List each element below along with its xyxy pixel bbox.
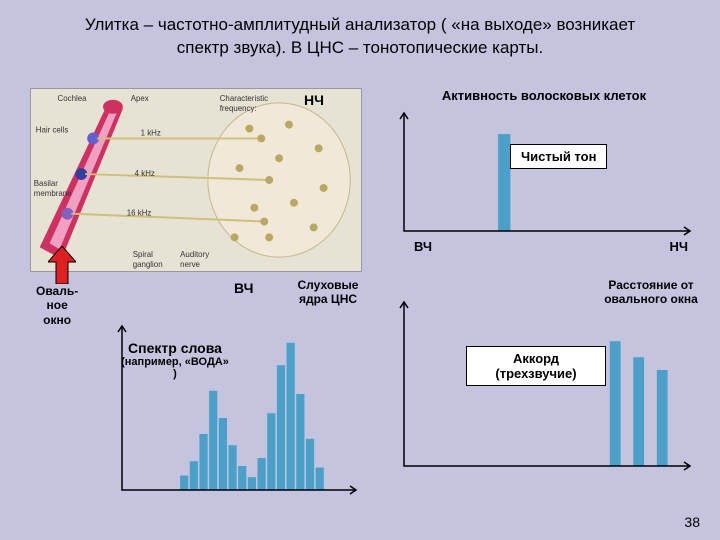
lbl-charfreq: Characteristic: [220, 94, 268, 103]
svg-text:ganglion: ganglion: [133, 260, 163, 269]
tone-box-label: Чистый тон: [510, 144, 607, 169]
oval-window-label: Оваль-ноеокно: [36, 284, 78, 327]
svg-text:membrane: membrane: [34, 189, 72, 198]
red-arrow-icon: [48, 246, 76, 284]
cochlea-diagram: Cochlea Apex Characteristic frequency: H…: [30, 88, 362, 272]
spectrum-caption: Спектр слова (например, «ВОДА» ): [120, 340, 230, 380]
lbl-f4: 4 kHz: [135, 169, 155, 178]
page-number: 38: [684, 514, 700, 530]
svg-text:nerve: nerve: [180, 260, 200, 269]
chord-box-label: Аккорд (трехзвучие): [466, 346, 606, 386]
lbl-cochlea: Cochlea: [58, 94, 88, 103]
nch-label: НЧ: [304, 92, 324, 108]
slukh-label: Слуховые ядра ЦНС: [284, 278, 372, 307]
page-title: Улитка – частотно-амплитудный анализатор…: [0, 0, 720, 68]
svg-text:Basilar: Basilar: [34, 179, 59, 188]
svg-text:frequency:: frequency:: [220, 104, 257, 113]
chart-tone-title: Активность волосковых клеток: [390, 88, 698, 103]
tone-axis-right: НЧ: [669, 239, 688, 254]
chart-chord: Аккорд (трехзвучие): [390, 296, 698, 482]
tone-axis-left: ВЧ: [414, 239, 432, 254]
lbl-hair: Hair cells: [36, 126, 69, 135]
svg-text:Auditory: Auditory: [180, 250, 209, 259]
vch-label: ВЧ: [234, 280, 253, 296]
svg-text:Spiral: Spiral: [133, 250, 153, 259]
lbl-f16: 16 kHz: [127, 209, 152, 218]
chart-pure-tone: Активность волосковых клеток Чистый тон …: [390, 88, 698, 250]
lbl-f1: 1 kHz: [141, 128, 161, 137]
lbl-apex: Apex: [131, 94, 149, 103]
